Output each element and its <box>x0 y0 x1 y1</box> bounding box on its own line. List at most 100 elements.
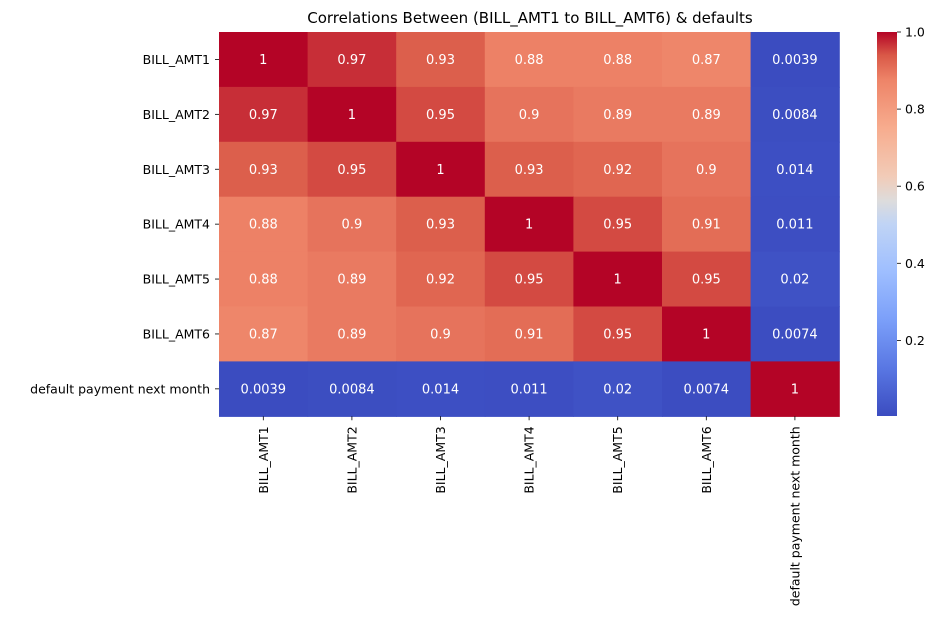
heatmap-cell <box>662 32 752 88</box>
colorbar-tick-label: 0.4 <box>905 256 925 271</box>
cell-value-label: 0.88 <box>603 53 632 68</box>
heatmap-cell <box>573 141 663 198</box>
heatmap-cell <box>662 251 752 308</box>
cell-value-label: 0.92 <box>603 163 632 178</box>
cell-value-label: 0.88 <box>249 218 278 233</box>
colorbar: 0.2 0.4 0.6 0.8 1.0 <box>877 25 925 416</box>
cell-value-label: 0.91 <box>692 218 721 233</box>
cell-value-label: 0.95 <box>603 327 632 342</box>
heatmap-cell <box>219 306 309 362</box>
cell-value-label: 0.92 <box>426 273 455 288</box>
cell-value-label: 0.89 <box>692 108 721 123</box>
heatmap-cell <box>396 32 486 88</box>
heatmap-cell <box>750 306 840 362</box>
cell-value-label: 0.9 <box>519 108 540 123</box>
heatmap-cell <box>307 251 397 308</box>
cell-value-label: 0.89 <box>337 327 366 342</box>
y-tick-label: BILL_AMT2 <box>143 107 210 122</box>
cell-value-label: 1 <box>436 163 444 178</box>
cell-value-label: 1 <box>791 382 799 397</box>
cell-value-label: 0.9 <box>342 218 363 233</box>
heatmap-cell <box>662 141 752 198</box>
x-tick-label: BILL_AMT5 <box>610 426 625 493</box>
x-tick-label: default payment next month <box>787 426 802 606</box>
heatmap-cell <box>573 32 663 88</box>
heatmap-cells: 1 0.97 0.93 0.88 0.88 0.87 0.0039 0.97 1 0.95 0.9 0… <box>219 32 840 417</box>
heatmap-cell <box>573 251 663 308</box>
cell-value-label: 0.011 <box>776 218 813 233</box>
y-tick-label: BILL_AMT1 <box>143 52 210 67</box>
x-tick-label: BILL_AMT3 <box>433 426 448 493</box>
x-tick-label: BILL_AMT4 <box>522 426 537 493</box>
heatmap-cell <box>750 361 840 417</box>
cell-value-label: 0.95 <box>603 218 632 233</box>
cell-value-label: 1 <box>614 273 622 288</box>
heatmap-cell <box>307 141 397 198</box>
heatmap-cell <box>750 86 840 143</box>
cell-value-label: 0.97 <box>249 108 278 123</box>
cell-value-label: 0.0084 <box>772 108 818 123</box>
cell-value-label: 0.95 <box>426 108 455 123</box>
cell-value-label: 0.91 <box>515 327 544 342</box>
cell-value-label: 1 <box>259 53 267 68</box>
heatmap-cell <box>219 251 309 308</box>
heatmap-cell <box>662 306 752 362</box>
heatmap-cell <box>573 196 663 253</box>
heatmap-cell <box>396 306 486 362</box>
y-tick-label: BILL_AMT4 <box>143 217 210 232</box>
heatmap-cell <box>484 32 574 88</box>
cell-value-label: 0.0074 <box>772 327 818 342</box>
cell-value-label: 0.95 <box>692 273 721 288</box>
heatmap-cell <box>219 86 309 143</box>
heatmap-cell <box>219 361 309 417</box>
cell-value-label: 0.9 <box>430 327 451 342</box>
heatmap-cell <box>484 361 574 417</box>
colorbar-tick-label: 0.8 <box>905 102 925 117</box>
cell-value-label: 0.011 <box>510 382 547 397</box>
heatmap-cell <box>484 86 574 143</box>
cell-value-label: 0.97 <box>337 53 366 68</box>
cell-value-label: 0.95 <box>337 163 366 178</box>
cell-value-label: 1 <box>525 218 533 233</box>
x-tick-label: BILL_AMT2 <box>344 426 359 493</box>
heatmap-cell <box>219 196 309 253</box>
heatmap-cell <box>219 32 309 88</box>
x-tick-labels: BILL_AMT1 BILL_AMT2 BILL_AMT3 BILL_AMT4 BILL… <box>256 416 802 606</box>
cell-value-label: 0.88 <box>515 53 544 68</box>
cell-value-label: 0.0074 <box>684 382 730 397</box>
cell-value-label: 0.02 <box>603 382 632 397</box>
colorbar-tick-label: 1.0 <box>905 25 925 40</box>
heatmap-cell <box>573 361 663 417</box>
heatmap-cell <box>662 196 752 253</box>
cell-value-label: 0.88 <box>249 273 278 288</box>
y-tick-label: BILL_AMT5 <box>143 272 210 287</box>
colorbar-tick-label: 0.2 <box>905 333 925 348</box>
cell-value-label: 0.87 <box>692 53 721 68</box>
heatmap-cell <box>662 86 752 143</box>
heatmap-cell <box>307 196 397 253</box>
heatmap-cell <box>750 141 840 198</box>
heatmap-cell <box>484 196 574 253</box>
cell-value-label: 0.9 <box>696 163 717 178</box>
heatmap-cell <box>396 141 486 198</box>
cell-value-label: 0.014 <box>422 382 459 397</box>
y-tick-labels: BILL_AMT1 BILL_AMT2 BILL_AMT3 BILL_AMT4 BILL… <box>30 52 219 396</box>
y-tick-label: BILL_AMT6 <box>143 326 210 341</box>
heatmap-cell <box>662 361 752 417</box>
cell-value-label: 0.0039 <box>772 53 818 68</box>
heatmap-cell <box>307 306 397 362</box>
cell-value-label: 0.0039 <box>241 382 287 397</box>
cell-value-label: 0.87 <box>249 327 278 342</box>
heatmap-cell <box>573 306 663 362</box>
cell-value-label: 0.89 <box>337 273 366 288</box>
heatmap-cell <box>396 86 486 143</box>
heatmap-cell <box>396 251 486 308</box>
x-tick-label: BILL_AMT1 <box>256 426 271 493</box>
heatmap-cell <box>307 361 397 417</box>
heatmap-cell <box>307 32 397 88</box>
cell-value-label: 0.95 <box>515 273 544 288</box>
heatmap-cell <box>219 141 309 198</box>
heatmap-cell <box>484 306 574 362</box>
cell-value-label: 0.02 <box>780 273 809 288</box>
heatmap-cell <box>484 251 574 308</box>
